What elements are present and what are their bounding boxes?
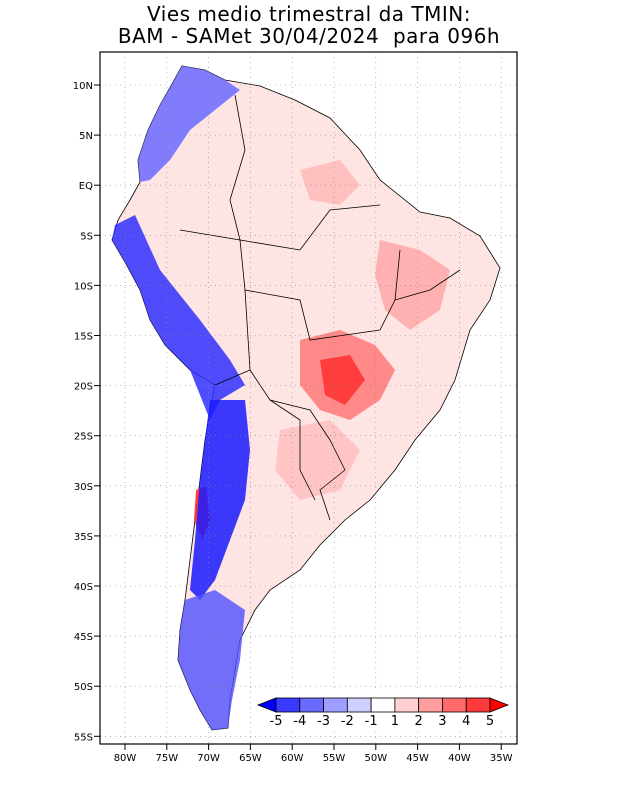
longitude-axis: 80W 75W 70W 65W 60W 55W 50W 45W 40W 35W	[114, 744, 513, 764]
colorbar-segment	[394, 697, 420, 713]
country-borders	[179, 94, 461, 521]
latitude-axis: 10N 5N EQ 5S 10S 15S 20S 25S 30S 35S 40S 45S 50S 55S	[73, 81, 100, 743]
lat-tick-label: 5S	[80, 231, 93, 242]
map-frame	[99, 51, 518, 745]
colorbar-tick-label: 5	[486, 714, 494, 729]
colorbar-tick-label: 1	[391, 714, 399, 729]
colorbar-tick-label: -3	[317, 714, 330, 729]
cool-bias-patagonia	[178, 590, 245, 730]
colorbar-segment	[323, 697, 348, 713]
lon-tick-label: 40W	[448, 753, 471, 764]
lon-tick-label: 35W	[490, 753, 513, 764]
warm-bias-region-core	[320, 355, 365, 405]
warm-bias-region-south	[275, 420, 360, 500]
colorbar-tick-label: -5	[270, 714, 283, 729]
lon-tick-label: 55W	[323, 753, 346, 764]
cool-bias-andes-north	[138, 66, 240, 182]
lon-tick-label: 65W	[239, 753, 262, 764]
lat-tick-label: 5N	[79, 131, 93, 142]
lat-tick-label: 10N	[73, 81, 93, 92]
colorbar-tick-label: -2	[341, 714, 354, 729]
lat-tick-label: 50S	[74, 682, 93, 693]
lat-tick-label: 15S	[74, 332, 93, 343]
colorbar-tick-label: -1	[365, 714, 378, 729]
colorbar-tick-label: 3	[438, 714, 446, 729]
lat-tick-label: 45S	[74, 632, 93, 643]
colorbar-tick-label: 2	[415, 714, 423, 729]
lat-tick-label: EQ	[79, 181, 93, 192]
colorbar-segment	[418, 697, 443, 713]
lat-tick-label: 30S	[74, 482, 93, 493]
lat-tick-label: 40S	[74, 582, 93, 593]
colorbar-segment	[465, 697, 491, 713]
colorbar-segment	[299, 697, 324, 713]
colorbar-arrow-high	[489, 697, 510, 713]
warm-bias-region-north	[300, 160, 360, 205]
lat-tick-label: 20S	[74, 382, 93, 393]
lat-tick-label: 35S	[74, 532, 93, 543]
colorbar-segment	[346, 697, 372, 713]
colorbar: -5 -4 -3 -2 -1 1 2 3 4 5	[254, 692, 512, 729]
lon-tick-label: 45W	[406, 753, 429, 764]
colorbar-segment	[442, 697, 467, 713]
lon-tick-label: 50W	[364, 753, 387, 764]
warm-bias-region-northeast	[375, 240, 450, 330]
colorbar-segment	[370, 697, 396, 713]
colorbar-segment	[275, 697, 301, 713]
lon-tick-label: 80W	[114, 753, 137, 764]
cool-bias-andes-central	[112, 215, 245, 420]
map-title-line-2: BAM - SAMet 30/04/2024 para 096h	[117, 24, 501, 48]
lon-tick-label: 75W	[155, 753, 178, 764]
map-grid	[100, 52, 517, 744]
colorbar-tick-label: -4	[293, 714, 306, 729]
lat-tick-label: 55S	[74, 732, 93, 743]
lon-tick-label: 60W	[281, 753, 304, 764]
lon-tick-label: 70W	[197, 753, 220, 764]
map-title-line-1: Vies medio trimestral da TMIN:	[147, 2, 471, 26]
lat-tick-label: 25S	[74, 432, 93, 443]
cool-bias-andes-south	[190, 400, 250, 600]
colorbar-tick-label: 4	[462, 714, 470, 729]
lat-tick-label: 10S	[74, 281, 93, 292]
